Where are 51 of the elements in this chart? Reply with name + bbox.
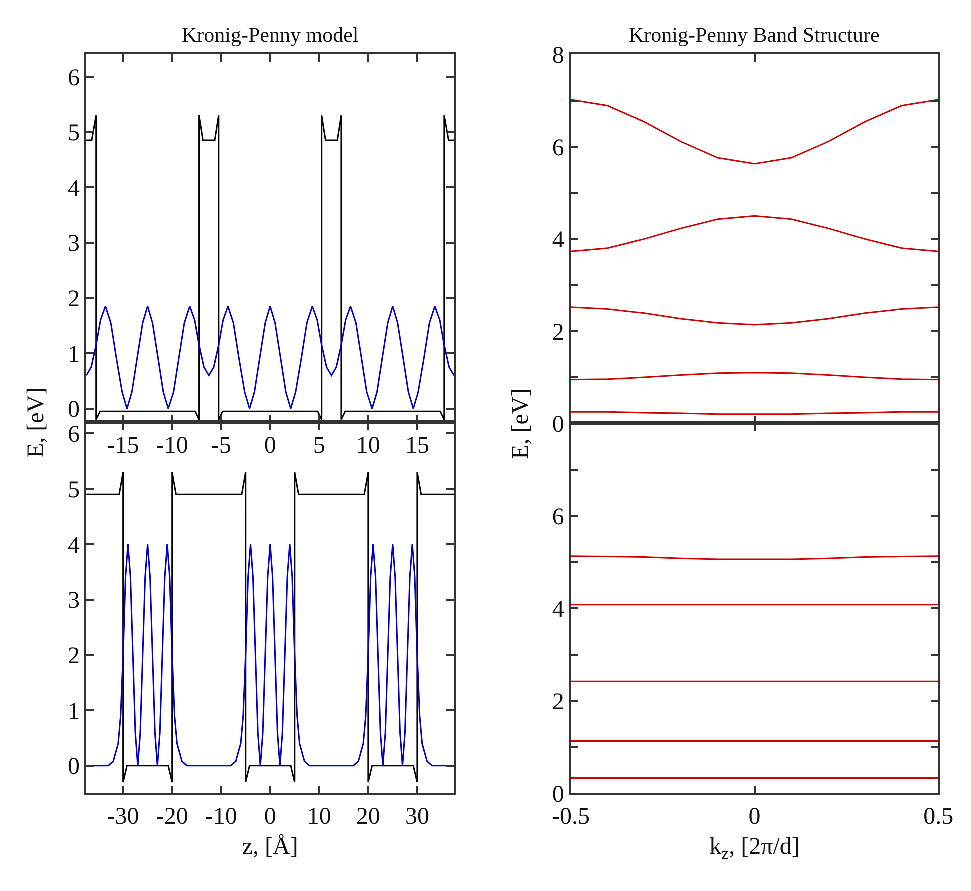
y-tick-label: 0: [68, 754, 80, 780]
y-tick-label: 8: [552, 43, 564, 70]
line-series: [570, 306, 939, 326]
x-tick-label: -20: [156, 804, 188, 830]
y-tick-label: 4: [68, 532, 80, 559]
chart-title: Kronig-Penny Band Structure: [629, 23, 880, 47]
line-series: [86, 114, 454, 421]
y-tick-label: 6: [68, 65, 80, 92]
line-series: [570, 99, 939, 165]
y-tick-label: 4: [552, 596, 564, 623]
y-axis-title: E, [eV]: [24, 387, 50, 458]
x-tick-label: 15: [405, 433, 430, 460]
x-tick-label: 10: [356, 433, 380, 460]
y-tick-label: 0: [552, 412, 564, 438]
y-tick-label: 3: [68, 231, 80, 258]
x-tick-label: 5: [313, 433, 326, 460]
x-tick-label: 10: [307, 804, 332, 830]
x-tick-label: 30: [405, 804, 430, 830]
x-tick-label: 0: [748, 804, 761, 830]
line-series: [86, 472, 454, 784]
line-series: [570, 215, 939, 252]
x-tick-label: -15: [107, 433, 140, 460]
x-tick-label: 0.5: [924, 804, 954, 830]
x-tick-label: -10: [205, 804, 238, 830]
y-tick-label: 0: [68, 397, 80, 424]
y-tick-label: 3: [68, 588, 80, 614]
y-tick-label: 5: [68, 120, 80, 147]
x-axis-title: k$_{z}$, [2π/d]: [710, 834, 800, 863]
x-tick-label: 0: [264, 804, 276, 830]
y-tick-label: 6: [68, 422, 80, 448]
line-series: [570, 372, 939, 381]
line-series: [86, 306, 454, 410]
y-tick-label: 4: [552, 228, 564, 254]
x-tick-label: 20: [356, 804, 380, 830]
x-tick-label: -10: [156, 433, 188, 460]
y-tick-label: 2: [552, 320, 564, 346]
y-axis-title: E, [eV]: [508, 388, 534, 460]
y-tick-label: 2: [552, 689, 564, 716]
y-tick-label: 1: [68, 342, 80, 368]
x-tick-label: -30: [107, 804, 140, 830]
chart-title: Kronig-Penny model: [182, 23, 359, 47]
y-tick-label: 6: [552, 504, 564, 530]
y-tick-label: 5: [68, 477, 80, 504]
x-tick-label: 0: [264, 433, 276, 460]
y-tick-label: 1: [68, 698, 80, 725]
y-tick-label: 6: [552, 135, 564, 162]
y-tick-label: 2: [68, 286, 80, 313]
y-tick-label: 2: [68, 644, 80, 670]
x-tick-label: -5: [211, 433, 232, 460]
y-tick-label: 4: [68, 176, 80, 202]
x-axis-title: z, [Å]: [242, 834, 298, 860]
